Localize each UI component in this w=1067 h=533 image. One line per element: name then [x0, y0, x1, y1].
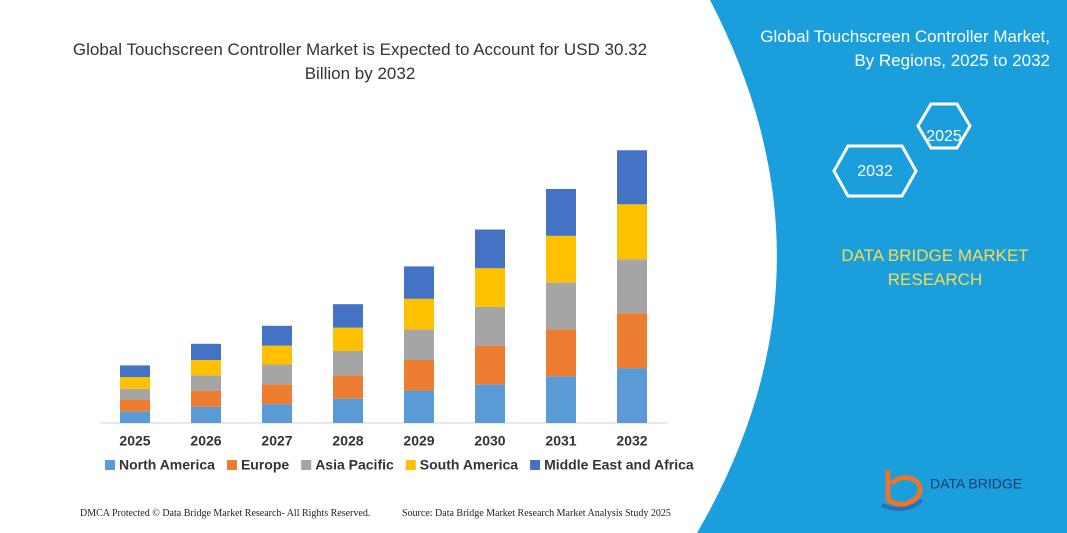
footer-right: Source: Data Bridge Market Research Mark… [402, 508, 671, 519]
bar-segment [262, 404, 292, 423]
legend-swatch [530, 460, 541, 470]
x-tick-label: 2026 [190, 433, 221, 449]
bar-segment [191, 375, 221, 391]
bar-segment [120, 411, 150, 423]
x-tick-label: 2030 [474, 433, 505, 449]
bar-segment [475, 345, 505, 385]
x-tick-label: 2029 [403, 433, 434, 449]
logo: DATA BRIDGE [881, 470, 1022, 511]
bar-segment [404, 298, 434, 330]
legend-label: Middle East and Africa [544, 457, 694, 473]
bar-segment [191, 406, 221, 423]
bar-segment [333, 304, 363, 328]
bar-segment [262, 384, 292, 405]
bar-segment [475, 229, 505, 269]
bar-segment [546, 329, 576, 377]
bar-segment [262, 345, 292, 365]
bar-segment [120, 377, 150, 389]
panel-title: Global Touchscreen Controller Market, By… [760, 27, 1050, 70]
x-tick-label: 2032 [616, 433, 647, 449]
bar-segment [546, 189, 576, 236]
bar-segment [120, 365, 150, 378]
legend-label: North America [119, 457, 215, 473]
bar-segment [617, 204, 647, 260]
bar-segment [191, 343, 221, 360]
bar-segment [120, 399, 150, 412]
bar-segment [262, 325, 292, 346]
hexagon-label: 2025 [926, 128, 962, 145]
bar-segment [617, 259, 647, 314]
hexagon [832, 144, 918, 198]
bar-segment [333, 351, 363, 376]
hexagon [916, 102, 972, 150]
bar-segment [546, 235, 576, 283]
legend-swatch [405, 460, 416, 470]
bar-segment [404, 266, 434, 299]
hexagon-label: 2032 [857, 163, 893, 180]
x-tick-label: 2028 [332, 433, 363, 449]
bar-segment [262, 364, 292, 385]
bar-segment [404, 360, 434, 391]
bar-segment [120, 388, 150, 400]
bar-segment [617, 150, 647, 205]
footer-left: DMCA Protected © Data Bridge Market Rese… [80, 508, 371, 519]
legend-label: South America [420, 457, 518, 473]
logo-text: DATA BRIDGE [930, 476, 1022, 492]
bar-segment [546, 282, 576, 330]
bar-segment [404, 329, 434, 360]
bar-segment [546, 376, 576, 423]
x-tick-label: 2031 [545, 433, 576, 449]
brand: DATA BRIDGE MARKET RESEARCH [841, 246, 1029, 289]
bar-segment [333, 375, 363, 399]
legend-label: Asia Pacific [315, 457, 394, 473]
side-panel [697, 0, 1067, 533]
bar-segment [333, 398, 363, 423]
legend-label: Europe [241, 457, 289, 473]
x-tick-label: 2027 [261, 433, 292, 449]
bar-segment [191, 360, 221, 376]
bar-segment [475, 268, 505, 307]
bar-segment [475, 384, 505, 423]
bar-segment [333, 327, 363, 351]
bar-segment [617, 368, 647, 423]
bar-segment [191, 390, 221, 407]
legend-swatch [301, 460, 312, 470]
x-tick-label: 2025 [119, 433, 150, 449]
chart-title: Global Touchscreen Controller Market is … [72, 40, 648, 83]
bar-segment [404, 390, 434, 423]
legend-swatch [226, 460, 237, 470]
legend-swatch [105, 460, 115, 470]
bar-segment [617, 313, 647, 369]
bar-segment [475, 306, 505, 346]
